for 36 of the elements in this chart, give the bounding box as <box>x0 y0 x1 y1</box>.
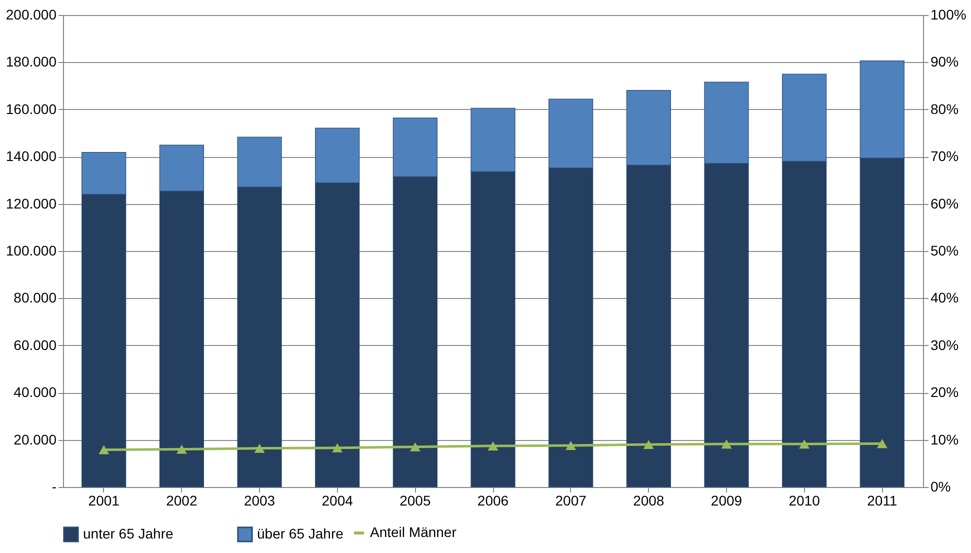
y-tick-label: 200.000 <box>6 6 57 22</box>
x-tick-label: 2007 <box>555 492 587 508</box>
y-tick-label: - <box>52 478 57 494</box>
y2-tick-label: 100% <box>930 6 966 22</box>
y-tick-label: 120.000 <box>6 195 57 212</box>
x-tick-label: 2011 <box>867 492 898 508</box>
y2-tick-label: 60% <box>930 195 959 212</box>
x-tick-label: 2008 <box>633 492 664 508</box>
y-tick-label: 100.000 <box>6 242 57 258</box>
x-tick-label: 2003 <box>244 492 276 508</box>
y-tick-label: 60.000 <box>14 336 57 353</box>
y2-tick-label: 70% <box>930 148 959 164</box>
x-tick-label: 2009 <box>710 492 742 508</box>
x-tick-label: 2005 <box>400 492 431 508</box>
y2-tick-label: 80% <box>930 100 959 117</box>
legend-label: unter 65 Jahre <box>83 525 174 542</box>
x-tick-label: 2001 <box>88 492 120 508</box>
legend-label: über 65 Jahre <box>257 525 344 542</box>
y-tick-label: 40.000 <box>14 384 57 400</box>
x-tick-label: 2004 <box>322 492 354 508</box>
y-tick-label: 160.000 <box>6 100 57 117</box>
x-tick-label: 2002 <box>166 492 198 508</box>
legend-label: Anteil Männer <box>370 524 457 540</box>
y-tick-label: 140.000 <box>6 148 57 164</box>
y2-tick-label: 0% <box>930 478 951 494</box>
y-tick-label: 180.000 <box>6 54 57 70</box>
x-tick-label: 2010 <box>788 492 820 508</box>
y-tick-label: 80.000 <box>14 290 57 306</box>
x-tick-label: 2006 <box>477 492 509 508</box>
y2-tick-label: 10% <box>930 431 959 448</box>
y2-tick-label: 30% <box>930 336 959 353</box>
y2-tick-label: 40% <box>930 290 959 306</box>
y-tick-label: 20.000 <box>14 431 57 448</box>
y2-tick-label: 50% <box>930 242 959 258</box>
y2-tick-label: 90% <box>930 54 959 70</box>
y2-tick-label: 20% <box>930 384 959 400</box>
